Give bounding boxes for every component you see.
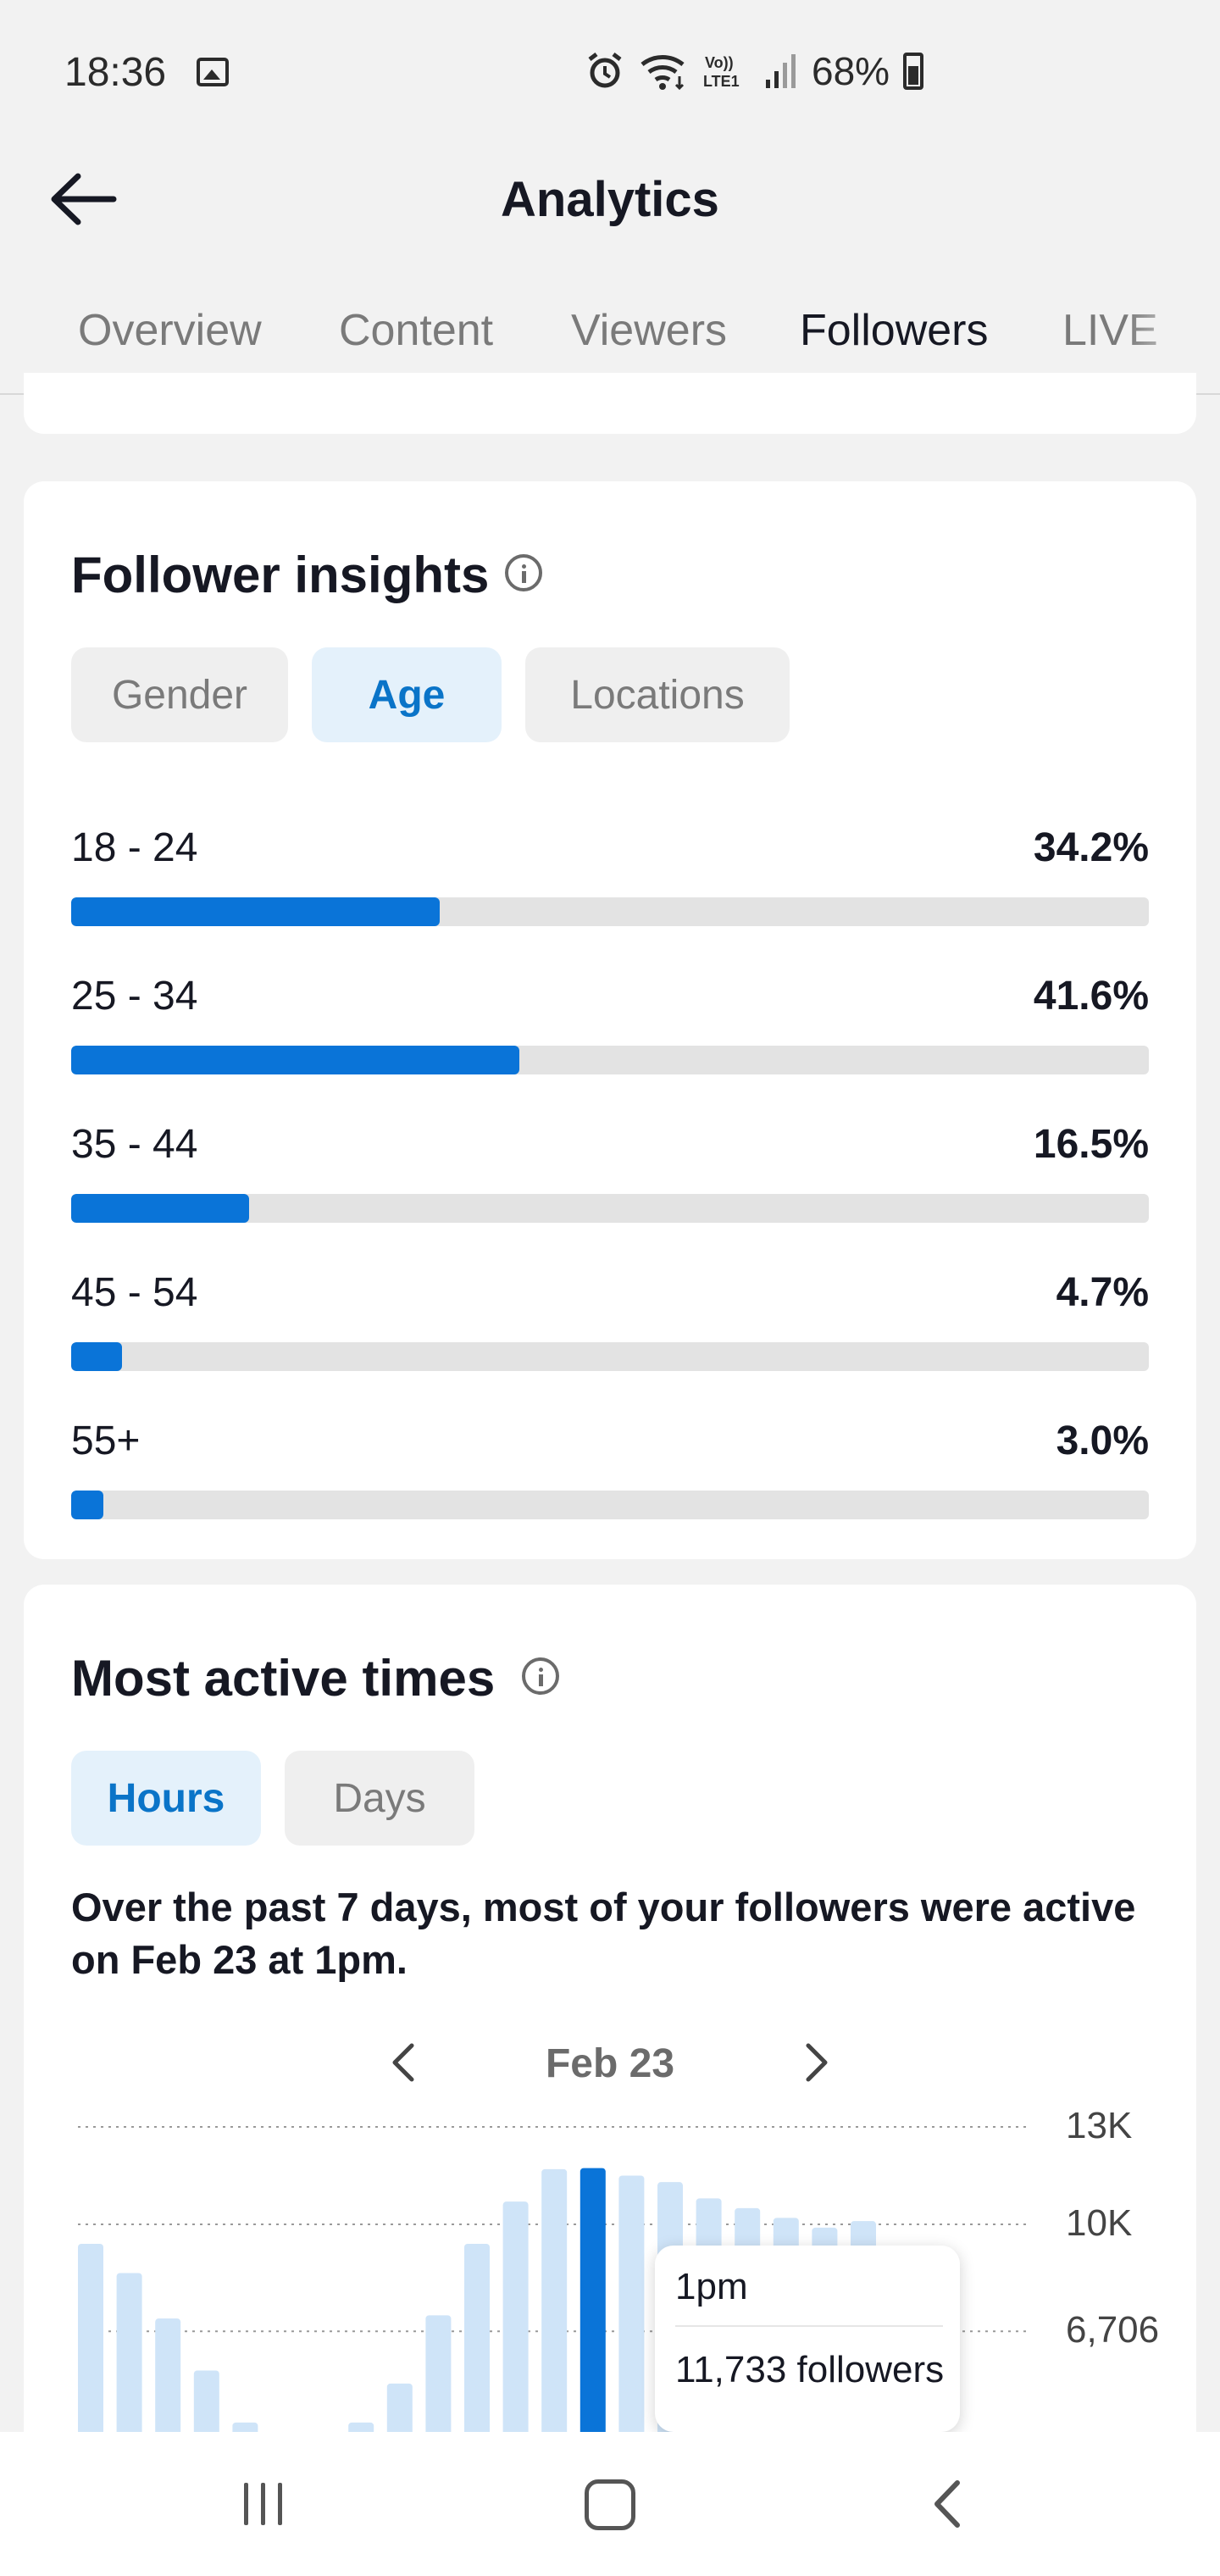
tab-content[interactable]: Content	[339, 306, 494, 355]
svg-text:LTE1: LTE1	[703, 73, 740, 90]
age-label: 25 - 34	[71, 974, 198, 1019]
recents-bar	[244, 2483, 248, 2525]
age-bar-fill	[71, 1194, 249, 1223]
system-nav-bar	[0, 2432, 1220, 2576]
recents-icon[interactable]	[230, 2474, 298, 2534]
age-label: 35 - 44	[71, 1122, 198, 1167]
tabs-fade	[1127, 280, 1220, 390]
age-bar-track	[71, 1491, 1149, 1519]
chart-bar[interactable]	[541, 2168, 568, 2517]
most-active-times-card: Most active times Hours Days Over the pa…	[24, 1585, 1196, 2517]
age-row: 55+ 3.0%	[71, 1418, 1149, 1545]
status-time: 18:36	[64, 50, 167, 95]
age-label: 45 - 54	[71, 1270, 198, 1315]
age-percent: 16.5%	[1033, 1122, 1149, 1167]
arrow-left-icon[interactable]	[47, 169, 119, 229]
chart-tooltip: 1pm 11,733 followers	[655, 2246, 960, 2432]
tooltip-hour: 1pm	[675, 2266, 748, 2307]
previous-card	[24, 373, 1196, 434]
tab-followers[interactable]: Followers	[800, 306, 989, 355]
age-label: 55+	[71, 1418, 141, 1463]
gallery-icon	[197, 58, 229, 86]
battery-percent: 68%	[812, 49, 890, 93]
follower-insights-title: Follower insights	[71, 547, 490, 603]
filter-locations[interactable]: Locations	[525, 647, 790, 742]
back-icon[interactable]	[915, 2474, 983, 2534]
header: Analytics	[0, 144, 1220, 254]
chart-bar[interactable]	[618, 2175, 645, 2518]
signal-icon	[766, 54, 796, 88]
analytics-tabs: Overview Content Viewers Followers LIVE	[0, 280, 1220, 395]
filter-gender[interactable]: Gender	[71, 647, 288, 742]
recents-bar	[261, 2483, 265, 2525]
status-icons: Vo)) LTE1 68%	[585, 46, 924, 97]
page-title: Analytics	[501, 172, 719, 227]
age-bar-track	[71, 897, 1149, 926]
age-row: 35 - 44 16.5%	[71, 1121, 1149, 1248]
age-row: 45 - 54 4.7%	[71, 1269, 1149, 1396]
age-row: 18 - 24 34.2%	[71, 824, 1149, 952]
tooltip-divider	[675, 2325, 943, 2327]
age-bar-fill	[71, 1342, 122, 1371]
volte-icon: Vo)) LTE1	[703, 54, 740, 90]
chart-bar-highlighted[interactable]	[580, 2168, 606, 2517]
age-label: 18 - 24	[71, 825, 198, 870]
info-icon[interactable]	[522, 1657, 559, 1695]
age-percent: 3.0%	[1056, 1418, 1149, 1463]
age-bar-fill	[71, 897, 441, 926]
age-row: 25 - 34 41.6%	[71, 973, 1149, 1100]
wifi-icon	[640, 55, 685, 91]
tab-overview[interactable]: Overview	[78, 306, 262, 355]
y-tick-label: 13K	[1066, 2105, 1133, 2146]
age-bar-track	[71, 1342, 1149, 1371]
age-bar-fill	[71, 1491, 104, 1519]
info-icon[interactable]	[505, 554, 542, 591]
battery-icon	[903, 53, 924, 90]
status-bar: 18:36 Vo)) LTE1 68%	[0, 0, 1220, 144]
age-bar-track	[71, 1046, 1149, 1074]
age-percent: 4.7%	[1056, 1270, 1149, 1315]
age-percent: 34.2%	[1033, 825, 1149, 870]
y-tick-label: 6,706	[1066, 2309, 1160, 2351]
filter-days[interactable]: Days	[285, 1751, 474, 1846]
age-bar-fill	[71, 1046, 520, 1074]
age-percent: 41.6%	[1033, 974, 1149, 1019]
selected-date: Feb 23	[545, 2041, 675, 2086]
tooltip-count: 11,733 followers	[675, 2349, 945, 2390]
svg-text:Vo)): Vo))	[705, 54, 734, 71]
recents-bar	[278, 2483, 282, 2525]
chevron-right-icon[interactable]	[800, 2040, 834, 2085]
most-active-times-title: Most active times	[71, 1650, 496, 1707]
age-bar-track	[71, 1194, 1149, 1223]
y-tick-label: 10K	[1066, 2202, 1133, 2244]
tab-viewers[interactable]: Viewers	[571, 306, 728, 355]
follower-insights-card: Follower insights Gender Age Locations 1…	[24, 481, 1196, 1559]
filter-hours[interactable]: Hours	[71, 1751, 261, 1846]
active-summary: Over the past 7 days, most of your follo…	[71, 1885, 1136, 1982]
home-icon[interactable]	[576, 2474, 635, 2534]
alarm-icon	[588, 53, 622, 88]
date-navigator: Feb 23	[24, 2025, 1196, 2101]
chevron-left-icon[interactable]	[386, 2040, 420, 2085]
filter-age[interactable]: Age	[312, 647, 502, 742]
